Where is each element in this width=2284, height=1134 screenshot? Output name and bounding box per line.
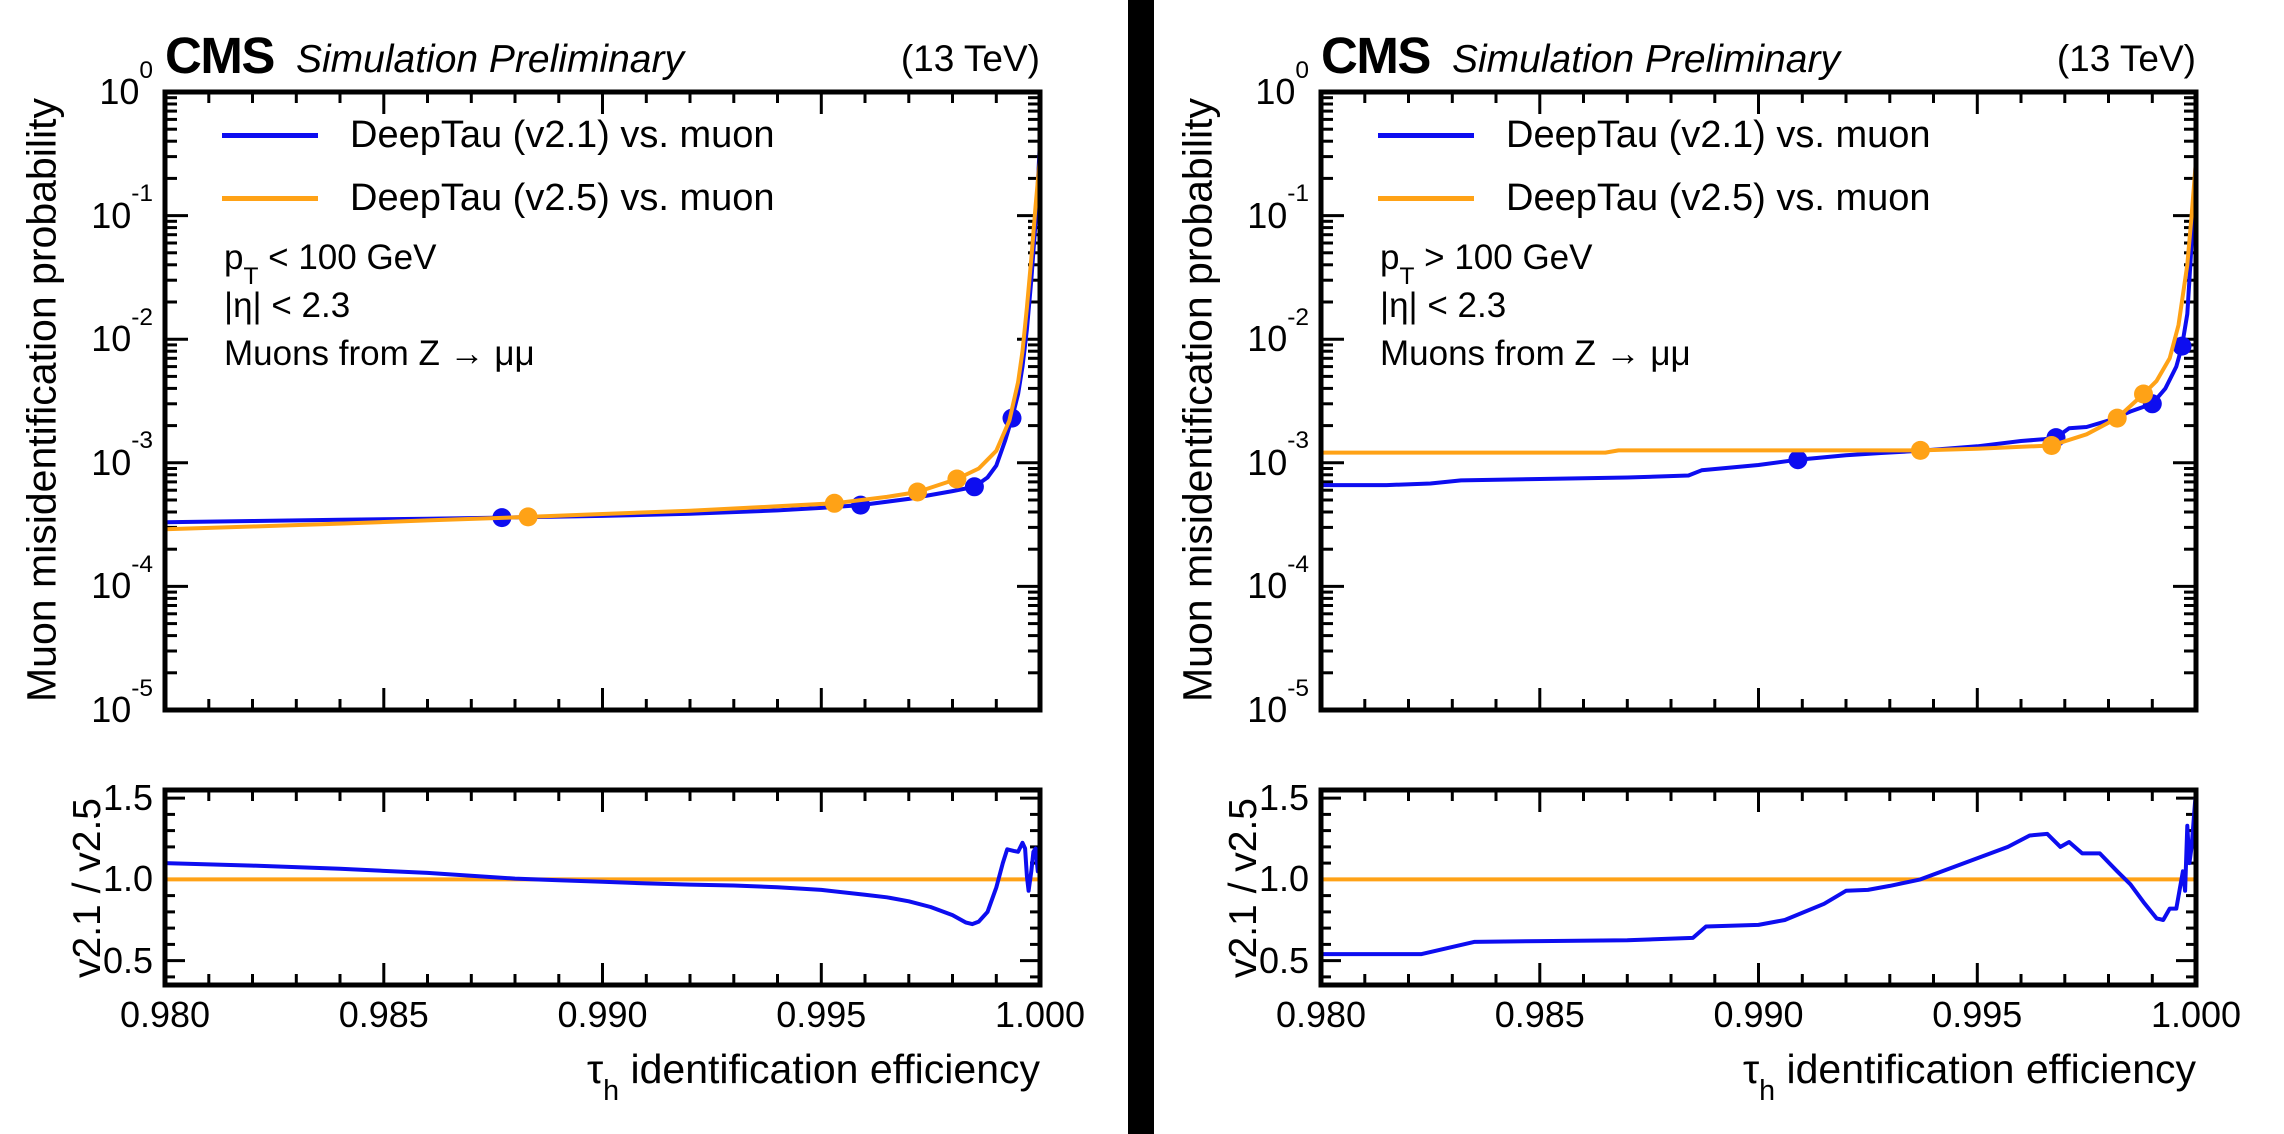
simulation-preliminary-label: Simulation Preliminary [1452, 38, 1840, 81]
legend-label-v25: DeepTau (v2.5) vs. muon [1506, 177, 1931, 219]
y-axis-title: Muon misidentification probability [18, 98, 65, 702]
energy-label: (13 TeV) [2056, 38, 2196, 79]
y-tick-label: 10-4 [91, 550, 153, 607]
y-tick-label: 10-5 [91, 674, 153, 730]
selection-source: Muons from Z → μμ [1380, 334, 1691, 373]
ratio-tick-label: 0.5 [102, 939, 153, 981]
series-marker-v21 [2172, 336, 2192, 356]
main-plot-frame [162, 89, 1043, 713]
panel-low-pt: CMS Simulation Preliminary (13 TeV) Deep… [0, 0, 1128, 1134]
ratio-plot-frame [162, 787, 1043, 988]
legend: DeepTau (v2.1) vs. muon DeepTau (v2.5) v… [222, 104, 775, 230]
selection-pt: pT < 100 GeV [224, 238, 437, 290]
y-tick-label: 10-4 [1247, 550, 1309, 607]
series-marker-v21 [964, 477, 984, 497]
ratio-plot-frame [1318, 787, 2199, 988]
x-tick-label: 0.995 [1932, 994, 2023, 1035]
legend-line-v21 [1378, 133, 1474, 138]
x-tick-label: 1.000 [2150, 994, 2242, 1035]
legend-line-v25 [222, 196, 318, 201]
series-marker-v21 [1788, 450, 1808, 470]
panel-divider-bar [1128, 0, 1154, 1134]
x-tick-label: 1.000 [994, 994, 1086, 1035]
legend-line-v25 [1378, 196, 1474, 201]
x-axis-title: τh identification efficiency [1742, 1046, 2196, 1108]
y-tick-label: 100 [1255, 56, 1309, 112]
y-tick-label: 10-1 [91, 180, 153, 236]
x-tick-label: 0.985 [338, 994, 429, 1035]
x-tick-label: 0.990 [557, 994, 648, 1035]
ratio-tick-label: 0.5 [1258, 939, 1309, 981]
y-tick-label: 10-5 [1247, 674, 1309, 730]
ratio-tick-label: 1.5 [102, 777, 153, 819]
legend-item-v25: DeepTau (v2.5) vs. muon [1378, 167, 1931, 230]
plot-svg-1 [1318, 89, 2199, 988]
ratio-curve-v21-over-v25 [165, 840, 1040, 927]
legend-label-v21: DeepTau (v2.1) vs. muon [350, 114, 775, 156]
x-axis-title: τh identification efficiency [586, 1046, 1040, 1108]
legend-line-v21 [222, 133, 318, 138]
energy-label: (13 TeV) [900, 38, 1040, 79]
series-marker-v25 [518, 507, 538, 527]
series-marker-v25 [2134, 384, 2153, 404]
plot-svg-0 [162, 89, 1043, 988]
series-marker-v25 [947, 469, 967, 489]
main-plot-frame [1318, 89, 2199, 713]
cms-label: CMS [165, 27, 275, 84]
x-tick-label: 0.980 [119, 994, 211, 1035]
x-tick-label: 0.985 [1494, 994, 1585, 1035]
x-tick-label: 0.990 [1713, 994, 1804, 1035]
series-marker-v25 [2107, 408, 2127, 428]
legend-item-v21: DeepTau (v2.1) vs. muon [1378, 104, 1931, 167]
series-marker-v25 [908, 482, 927, 502]
selection-eta: |η| < 2.3 [1380, 286, 1507, 325]
legend-label-v21: DeepTau (v2.1) vs. muon [1506, 114, 1931, 156]
simulation-preliminary-label: Simulation Preliminary [296, 38, 684, 81]
cms-label: CMS [1321, 27, 1431, 84]
x-tick-label: 0.980 [1275, 994, 1367, 1035]
y-axis-title: Muon misidentification probability [1174, 98, 1221, 702]
y-tick-label: 10-2 [1247, 303, 1309, 360]
legend: DeepTau (v2.1) vs. muon DeepTau (v2.5) v… [1378, 104, 1931, 230]
series-marker-v25 [824, 493, 844, 513]
series-marker-v25 [2042, 436, 2062, 455]
ratio-curve-v21-over-v25 [1321, 790, 2196, 957]
ratio-tick-label: 1.0 [1258, 858, 1309, 900]
y-tick-label: 10-3 [91, 427, 153, 483]
legend-item-v21: DeepTau (v2.1) vs. muon [222, 104, 775, 167]
legend-item-v25: DeepTau (v2.5) vs. muon [222, 167, 775, 230]
x-tick-label: 0.995 [776, 994, 867, 1035]
legend-label-v25: DeepTau (v2.5) vs. muon [350, 177, 775, 219]
y-tick-label: 10-3 [1247, 427, 1309, 483]
selection-pt: pT > 100 GeV [1380, 238, 1593, 290]
ratio-tick-label: 1.0 [102, 858, 153, 900]
series-marker-v25 [1910, 440, 1930, 460]
selection-eta: |η| < 2.3 [224, 286, 351, 325]
ratio-tick-label: 1.5 [1258, 777, 1309, 819]
selection-source: Muons from Z → μμ [224, 334, 535, 373]
panel-high-pt: CMS Simulation Preliminary (13 TeV) Deep… [1156, 0, 2284, 1134]
y-tick-label: 100 [99, 56, 153, 112]
y-tick-label: 10-2 [91, 303, 153, 360]
y-tick-label: 10-1 [1247, 180, 1309, 236]
